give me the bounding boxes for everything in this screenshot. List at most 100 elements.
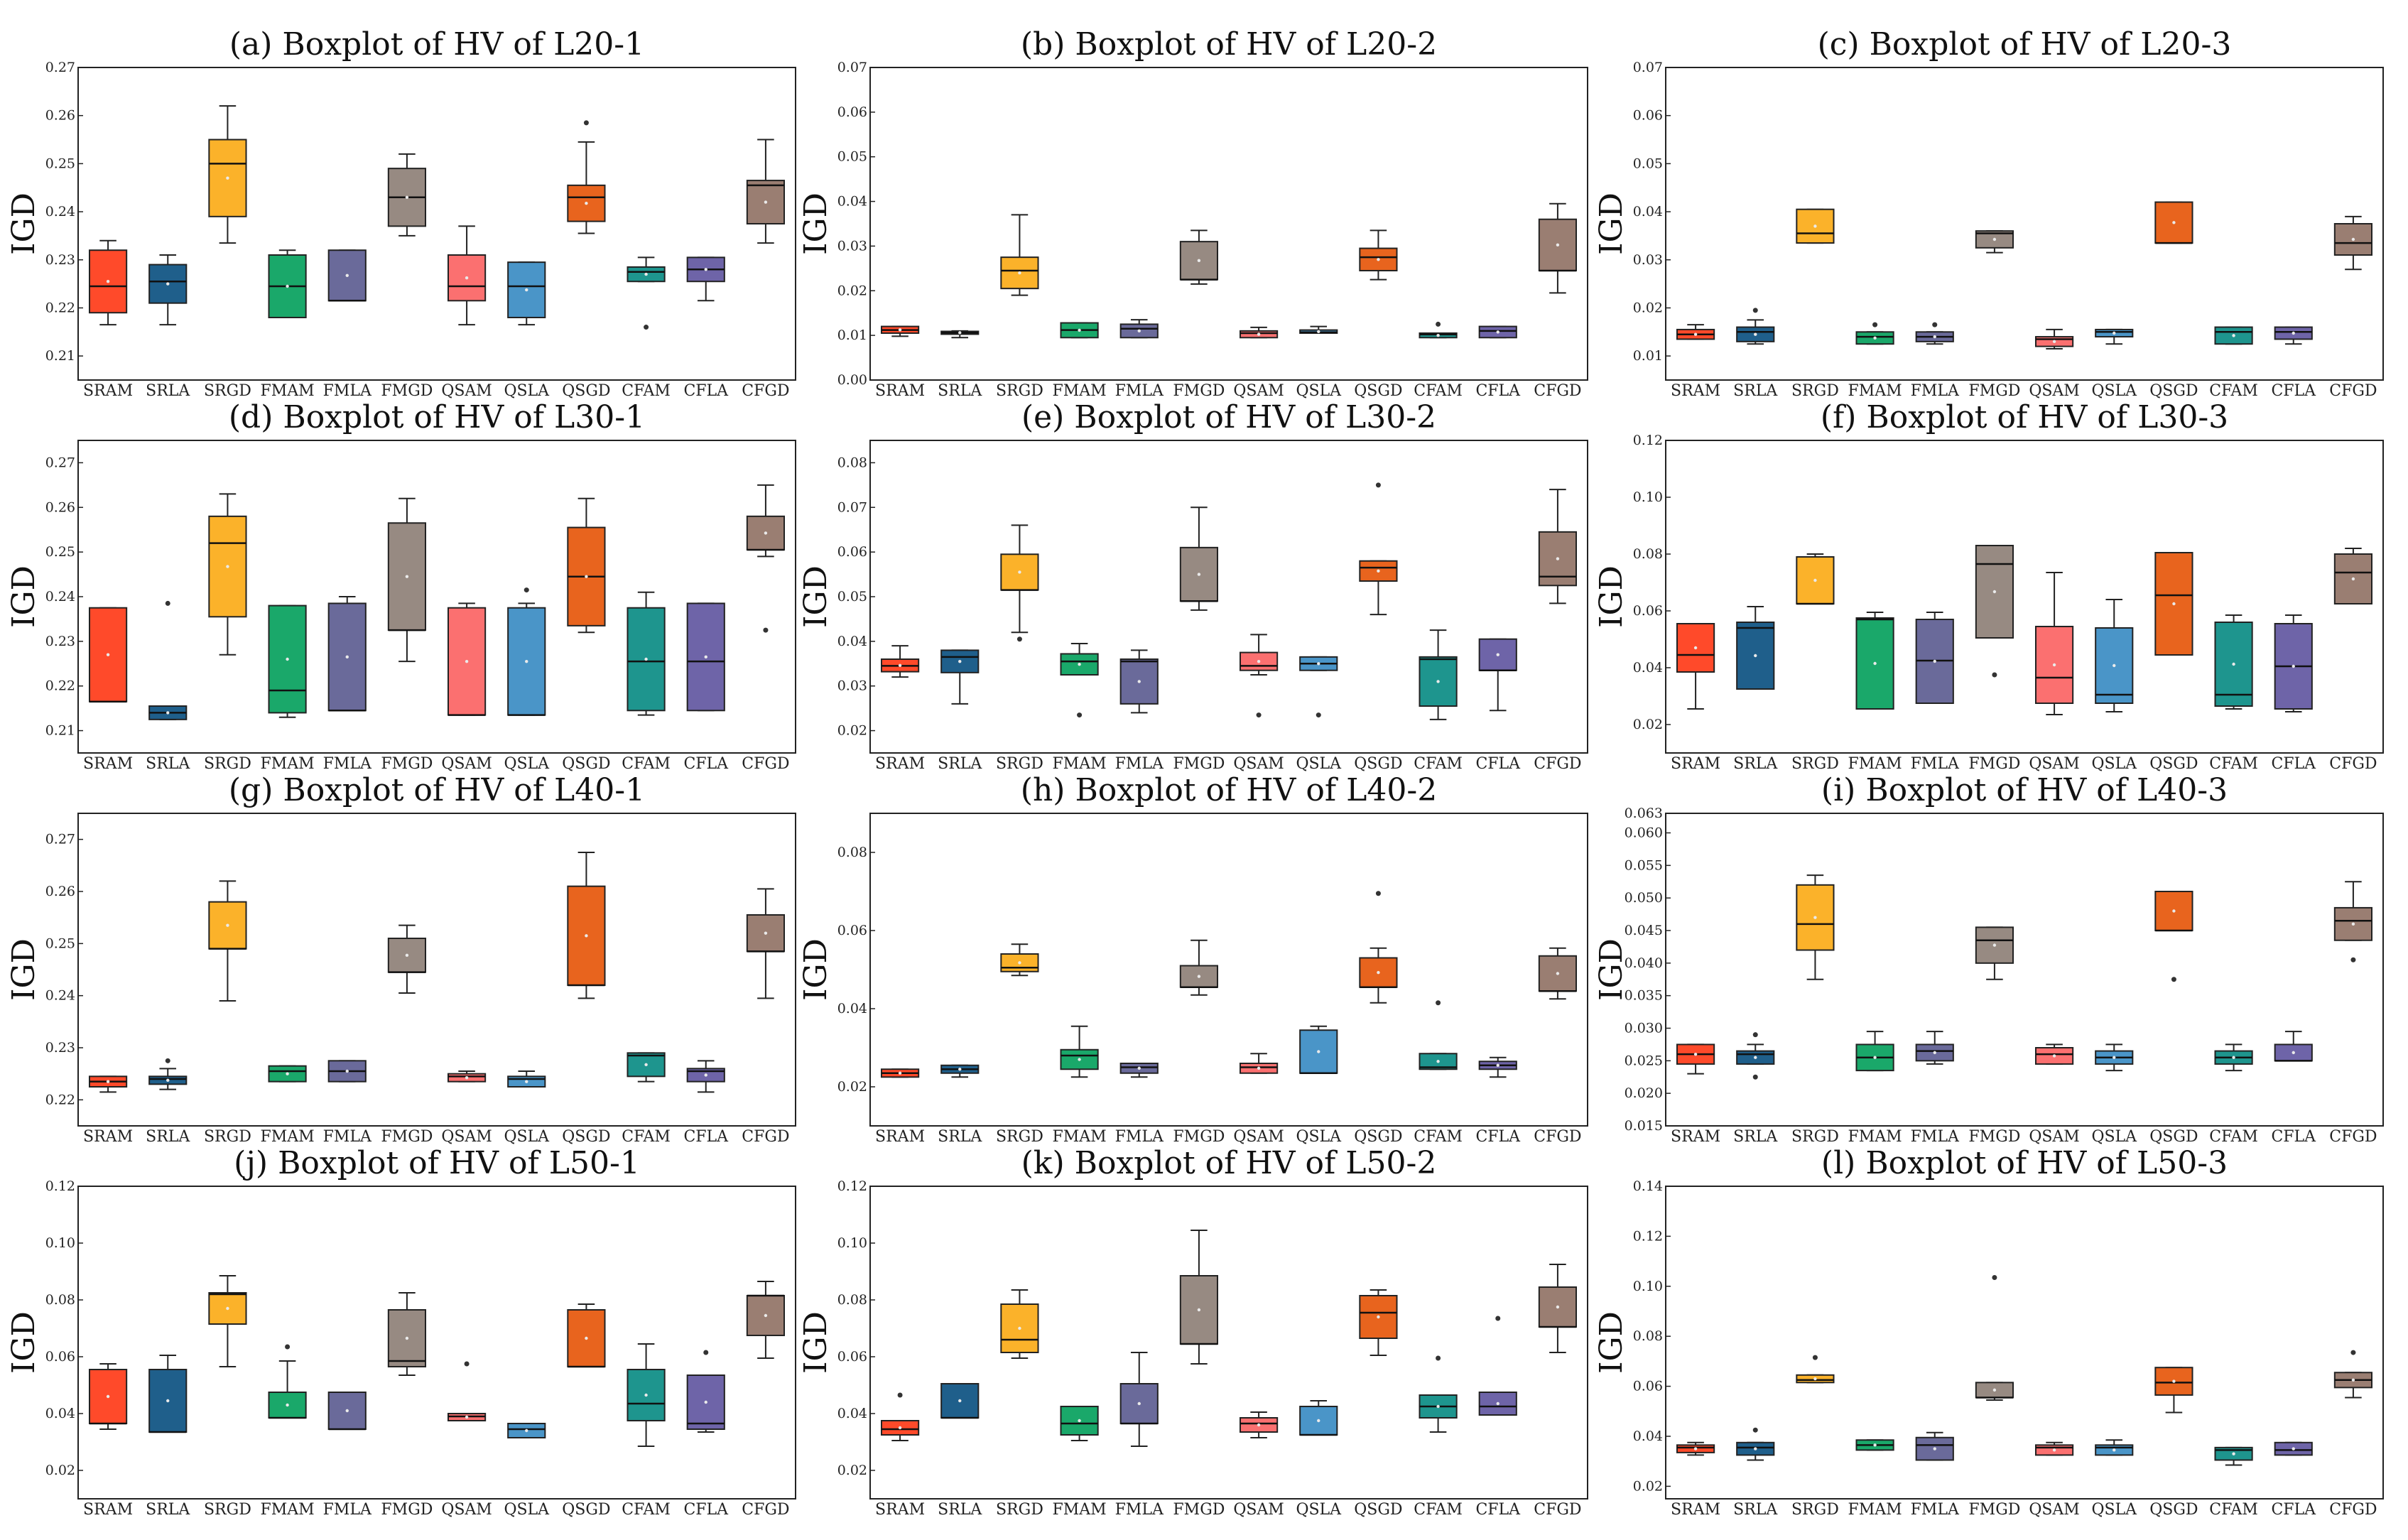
box-fmla	[1119, 319, 1159, 339]
box-srgd	[1000, 943, 1039, 977]
y-tick-label: 0.06	[1633, 108, 1663, 124]
x-category-label: CFLA	[1475, 755, 1521, 773]
y-tick-label: 0.26	[45, 108, 75, 124]
box-qsgd	[1359, 229, 1398, 281]
y-tick-label: 0.03	[837, 238, 867, 254]
box-fmgd	[387, 497, 427, 663]
box-fmam	[268, 1344, 307, 1419]
y-tick-label: 0.26	[45, 499, 75, 515]
mean-marker	[1873, 1443, 1877, 1447]
y-tick-label: 0.27	[45, 832, 75, 847]
y-tick-label: 0.02	[45, 1463, 75, 1478]
mean-marker	[465, 1075, 469, 1080]
mean-marker	[1257, 332, 1261, 336]
outlier-point	[165, 600, 170, 606]
mean-marker	[345, 1409, 349, 1413]
x-category-label: SRGD	[1791, 1501, 1839, 1519]
y-tick-label: 0.045	[1625, 923, 1663, 938]
box-qsgd	[1359, 482, 1398, 616]
x-category-label: QSAM	[441, 382, 492, 400]
y-tick-label: 0.10	[837, 1235, 867, 1251]
x-category-label: QSGD	[562, 382, 610, 400]
mean-marker	[2232, 1056, 2235, 1059]
x-category-label: QSAM	[1233, 382, 1284, 400]
mean-marker	[1018, 570, 1021, 574]
subplot-4: (d) Boxplot of HV of L30-1 IGD 0.21 0.22 0.2…	[6, 399, 796, 773]
mean-marker	[1556, 243, 1560, 247]
y-tick-label: 0.14	[1633, 1178, 1663, 1194]
box-fmgd	[1975, 230, 2014, 254]
box-cfgd	[746, 1281, 786, 1359]
mean-marker	[1813, 1377, 1817, 1381]
mean-marker	[704, 655, 707, 659]
mean-marker	[1078, 1058, 1081, 1061]
box-fmla	[1119, 649, 1159, 714]
mean-marker	[764, 931, 768, 935]
x-category-label: FMGD	[381, 1128, 433, 1146]
box-qsla	[507, 1070, 546, 1088]
x-category-label: CFLA	[2271, 1128, 2316, 1146]
x-category-label: QSLA	[2091, 382, 2137, 400]
outlier-point	[1752, 1427, 1758, 1433]
x-category-label: CFLA	[2271, 755, 2316, 773]
mean-marker	[2232, 334, 2235, 337]
box-srla	[148, 600, 188, 720]
y-tick-label: 0.07	[837, 499, 867, 515]
outlier-point	[644, 325, 649, 330]
y-axis-label: IGD	[798, 565, 834, 628]
y-tick-label: 0.23	[45, 252, 75, 268]
outlier-point	[1016, 636, 1022, 642]
mean-marker	[1197, 1308, 1201, 1312]
x-category-label: SRAM	[875, 1128, 925, 1146]
mean-marker	[958, 659, 962, 663]
box-qsam	[447, 1070, 487, 1083]
y-tick-label: 0.04	[837, 1001, 867, 1016]
mean-marker	[2172, 221, 2176, 224]
x-category-label: FMLA	[1911, 382, 1960, 400]
mean-marker	[1496, 330, 1499, 334]
y-tick-label: 0.26	[45, 884, 75, 899]
mean-marker	[2052, 1054, 2056, 1058]
box-fmla	[327, 1392, 367, 1431]
y-tick-label: 0.08	[837, 455, 867, 470]
outlier-point	[1872, 322, 1878, 327]
y-axis-label: IGD	[1593, 565, 1629, 628]
x-category-label: FMGD	[1968, 1128, 2020, 1146]
mean-marker	[1377, 569, 1380, 573]
outlier-point	[524, 587, 529, 593]
box-cfla	[686, 1350, 725, 1433]
x-category-label: FMLA	[323, 755, 372, 773]
mean-marker	[465, 659, 469, 663]
mean-marker	[1754, 654, 1757, 658]
mean-marker	[2113, 663, 2116, 668]
x-category-label: CFGD	[1534, 755, 1581, 773]
y-tick-label: 0.25	[45, 544, 75, 560]
x-category-label: SRAM	[83, 1128, 133, 1146]
x-category-label: QSGD	[562, 1501, 610, 1519]
box-sram	[88, 1363, 128, 1430]
box-srgd	[208, 105, 247, 244]
x-category-label: CFAM	[622, 382, 671, 400]
box-fmam	[1855, 1031, 1894, 1072]
x-category-label: FMLA	[1115, 1501, 1164, 1519]
mean-marker	[1754, 1056, 1757, 1059]
box-cfam	[627, 1052, 666, 1083]
x-category-label: SRGD	[996, 755, 1043, 773]
box-fmam	[1060, 1406, 1099, 1441]
x-category-label: SRLA	[1733, 382, 1778, 400]
box-body	[2034, 626, 2074, 704]
x-category-label: CFGD	[742, 1501, 789, 1519]
y-tick-label: 0.27	[45, 60, 75, 75]
x-category-label: CFLA	[2271, 382, 2316, 400]
mean-marker	[1754, 332, 1757, 336]
mean-marker	[286, 284, 289, 288]
mean-marker	[585, 934, 588, 938]
box-fmla	[327, 249, 367, 302]
box-qsgd	[1359, 891, 1398, 1004]
x-category-label: FMGD	[1173, 1128, 1225, 1146]
mean-marker	[764, 200, 768, 204]
x-category-label: SRLA	[146, 1501, 190, 1519]
y-axis-label: IGD	[1593, 192, 1629, 255]
y-axis-label: IGD	[6, 938, 42, 1001]
subplot-8: (h) Boxplot of HV of L40-2 IGD 0.02 0.04 0.0…	[798, 772, 1588, 1146]
